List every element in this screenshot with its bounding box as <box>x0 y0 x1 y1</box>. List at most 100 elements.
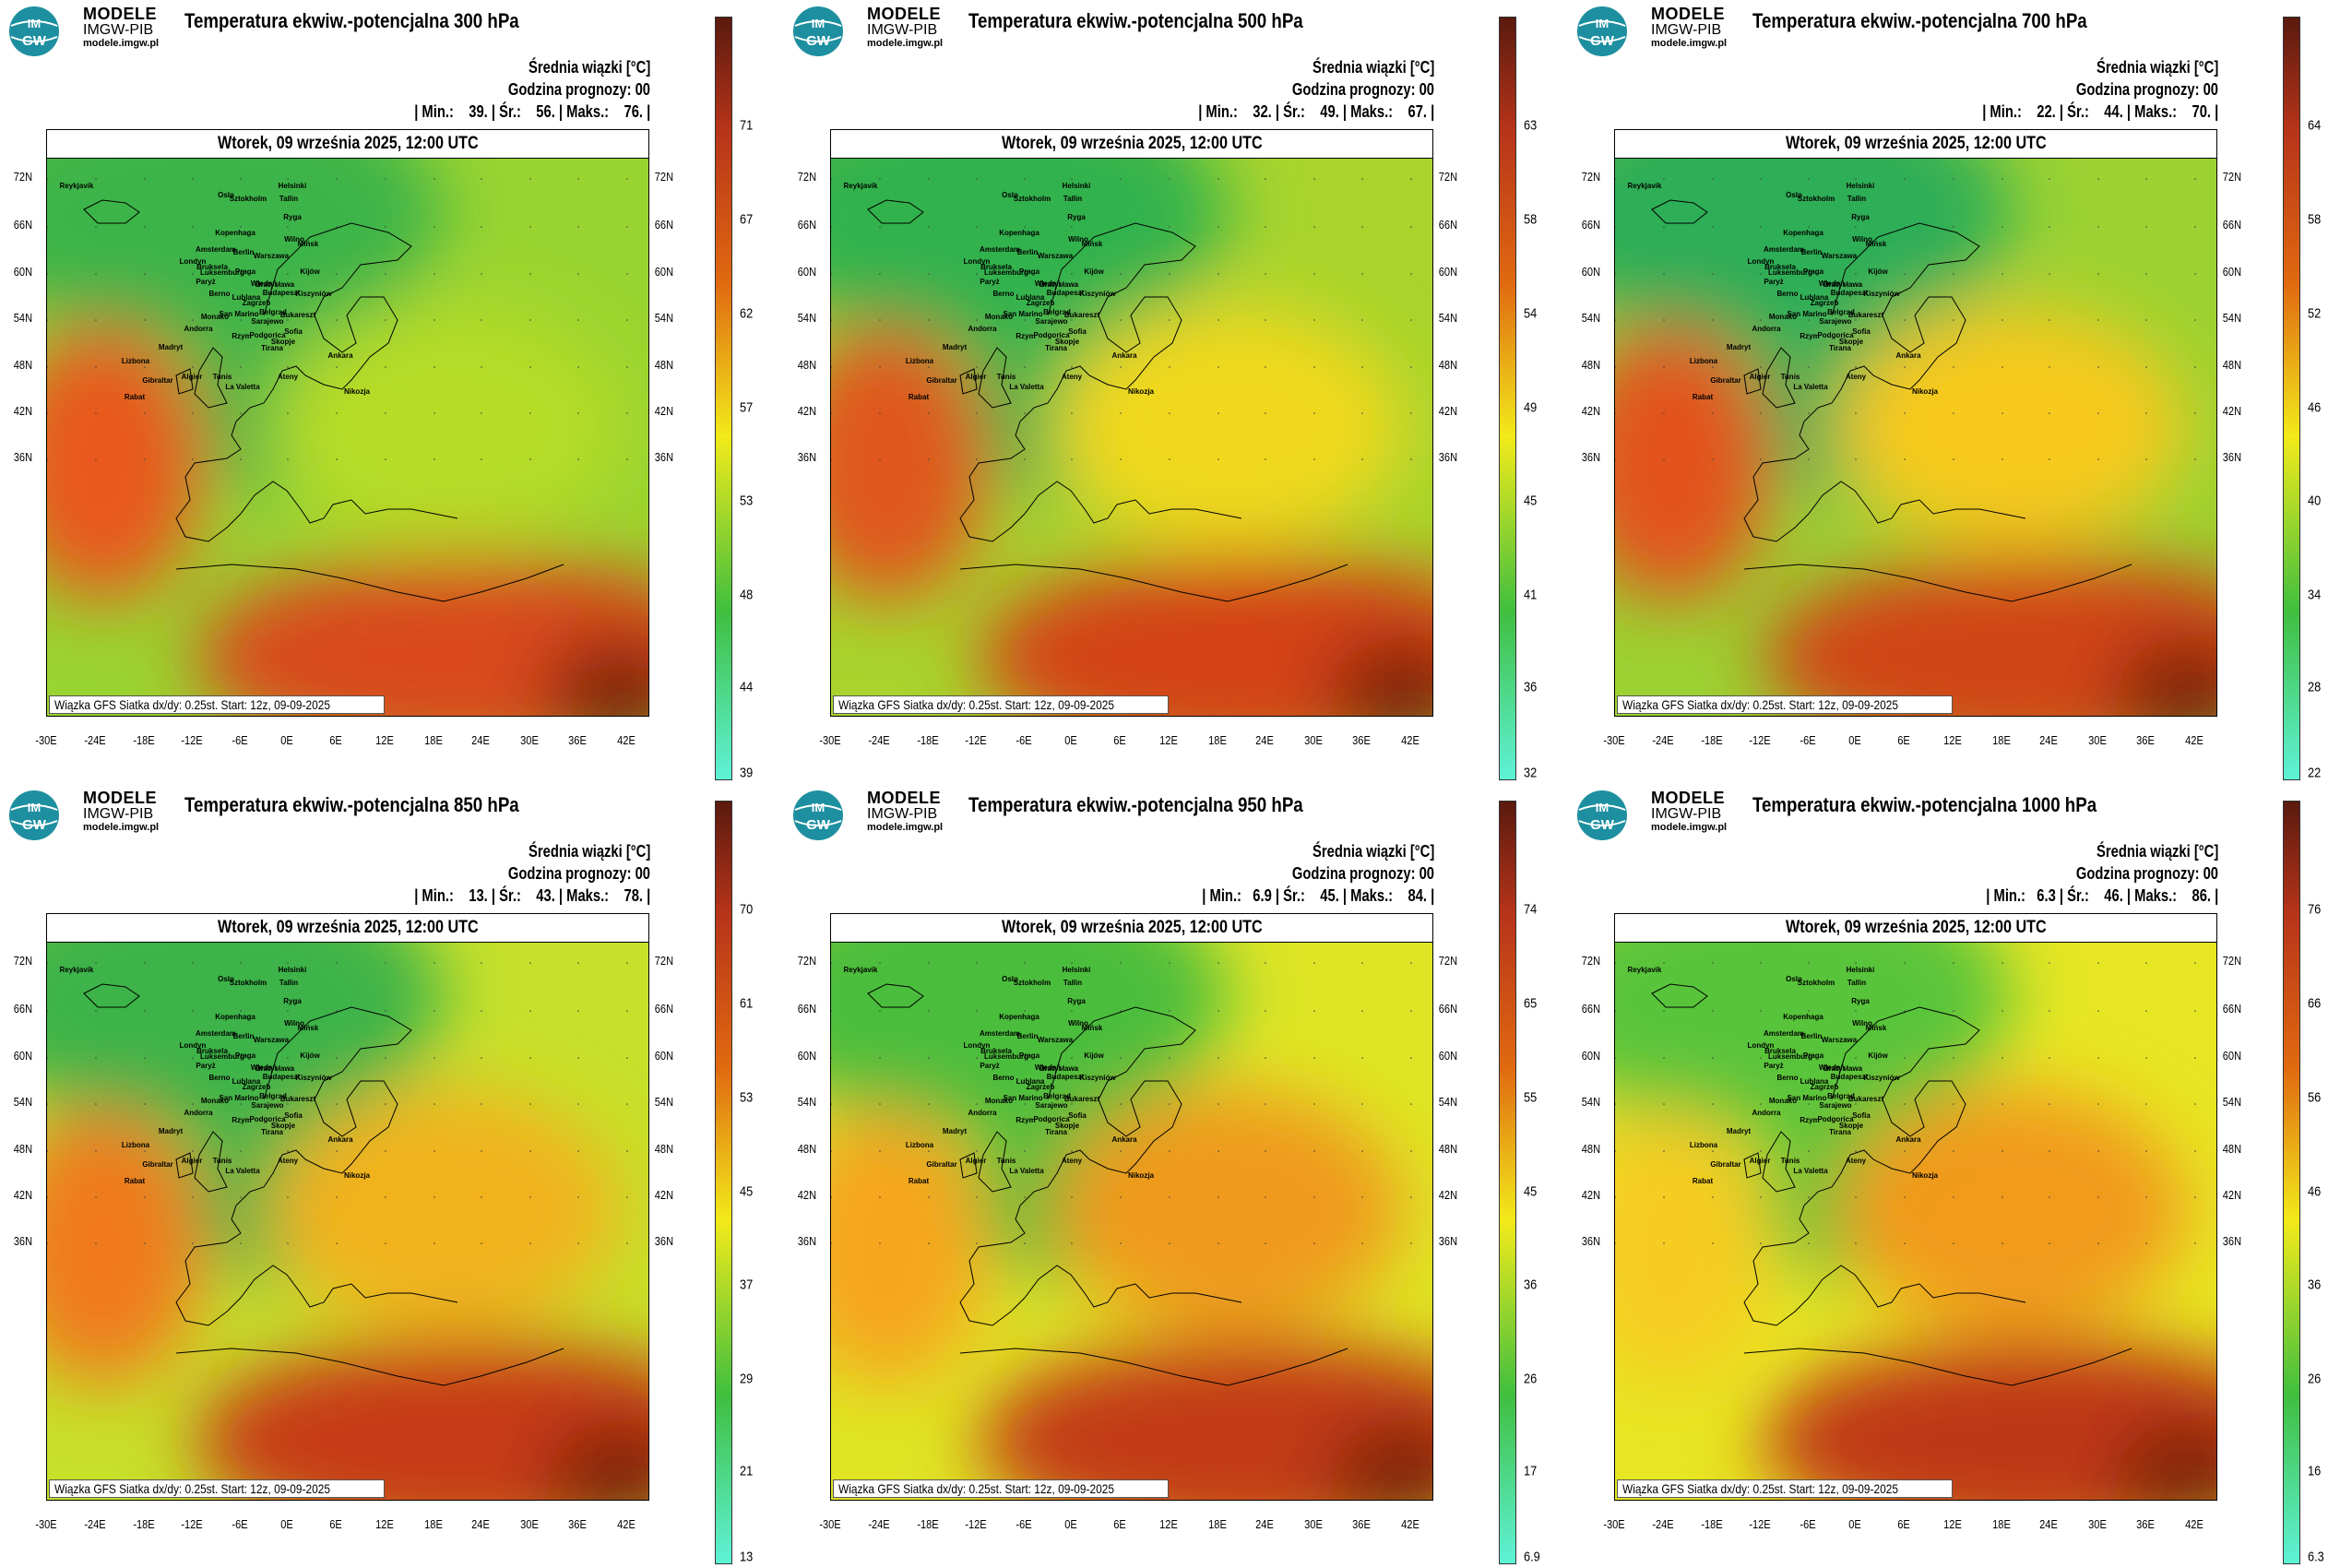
city-label: Skopje <box>1839 1122 1864 1130</box>
city-label: Ankara <box>1111 351 1137 360</box>
colorbar-tick: 53 <box>740 1089 754 1106</box>
city-label: Berno <box>992 1074 1014 1082</box>
city-label: Bratysława <box>255 280 295 289</box>
lat-label-left: 66N <box>797 218 817 232</box>
city-label: Lizbona <box>122 357 150 365</box>
brand-line1: MODELE <box>867 5 942 23</box>
date-text: Wtorek, 09 września 2025, 12:00 UTC <box>1001 918 1263 937</box>
city-label: Mińsk <box>298 1024 319 1032</box>
brand-line2: IMGW-PIB <box>1651 21 1722 38</box>
city-label: Zagrzeb <box>243 1083 271 1091</box>
city-label: Tallin <box>1847 195 1866 203</box>
city-label: Budapeszt <box>263 289 301 297</box>
city-label: Amsterdam <box>196 1029 236 1038</box>
lat-label-right: 36N <box>654 450 674 464</box>
city-label: Lublana <box>232 293 261 302</box>
colorbar-tick: 64 <box>2308 117 2322 134</box>
logo-text-bottom: GW <box>22 33 47 49</box>
map-frame: Wtorek, 09 września 2025, 12:00 UTC Oslo S… <box>1614 129 2217 717</box>
lon-label: 30E <box>520 733 539 747</box>
city-label: Podgorica <box>1033 331 1070 339</box>
city-label: Paryż <box>980 278 999 286</box>
legend-title: Średnia wiązki [°C] <box>528 842 650 861</box>
lon-label: -18E <box>133 733 155 747</box>
city-label: Bruksela <box>196 1047 228 1055</box>
lon-label: -6E <box>1800 733 1816 747</box>
iceland-outline <box>867 199 924 224</box>
city-label: Bratysława <box>1823 280 1863 289</box>
city-label: Amsterdam <box>1764 245 1804 254</box>
iceland-outline <box>83 983 140 1008</box>
city-label: Tunis <box>213 373 232 381</box>
lat-label-right: 60N <box>654 265 674 279</box>
africa-coast <box>959 1348 1348 1386</box>
lat-label-left: 66N <box>1581 1002 1601 1016</box>
city-label: Tirana <box>1829 1128 1851 1136</box>
field-blob-north <box>1615 159 2012 352</box>
field-blob-southeast <box>545 1422 648 1500</box>
city-label: Nikozja <box>1128 1171 1155 1180</box>
lat-label-right: 72N <box>1438 170 1458 184</box>
city-label: Kiszyniów <box>1863 290 1900 298</box>
city-label: Monako <box>985 1097 1013 1105</box>
lat-label-left: 48N <box>797 358 817 372</box>
brand-url: modele.imgw.pl <box>867 821 944 833</box>
city-label: Andorra <box>184 325 213 333</box>
colorbar-tick: 74 <box>1524 901 1538 918</box>
lat-label-left: 36N <box>797 1234 817 1248</box>
lat-label-right: 48N <box>654 358 674 372</box>
city-label: Kiszyniów <box>1863 1074 1900 1082</box>
city-label: Mińsk <box>1866 240 1887 248</box>
coastline <box>959 222 1242 542</box>
brand-url: modele.imgw.pl <box>1651 37 1728 49</box>
brand-line1: MODELE <box>1651 5 1726 23</box>
city-label: Wiedeń <box>251 279 277 288</box>
lon-label: -30E <box>1603 733 1625 747</box>
imgw-logo-icon: IM GW <box>9 790 59 840</box>
lat-label-right: 66N <box>1438 1002 1458 1016</box>
forecast-hour: Godzina prognozy: 00 <box>2075 864 2218 883</box>
brand-line1: MODELE <box>83 789 158 807</box>
colorbar-tick: 57 <box>740 399 754 416</box>
brand-line1: MODELE <box>83 5 158 23</box>
city-label: Kiszyniów <box>1079 290 1116 298</box>
city-label: San Marino <box>1787 1094 1826 1102</box>
field-blob-south <box>979 555 1432 716</box>
city-label: Bratysława <box>255 1064 295 1073</box>
ireland-outline <box>1743 1152 1762 1179</box>
lon-label: -12E <box>1749 733 1771 747</box>
lat-label-left: 66N <box>13 1002 33 1016</box>
lat-label-left: 60N <box>797 1049 817 1063</box>
field-blob-ocean <box>1615 325 1772 601</box>
logo-text-top: IM <box>28 801 41 814</box>
brand-block: MODELE IMGW-PIB modele.imgw.pl <box>1651 790 1727 833</box>
lat-label-left: 42N <box>13 404 33 418</box>
lat-label-left: 54N <box>797 311 817 325</box>
brand-block: MODELE IMGW-PIB modele.imgw.pl <box>83 6 159 49</box>
footer-text: Wiązka GFS Siatka dx/dy: 0.25st. Start: … <box>54 697 330 712</box>
legend-title: Średnia wiązki [°C] <box>1312 842 1434 861</box>
field-blob-central <box>268 306 619 546</box>
city-label: Belgrad <box>1827 1092 1855 1100</box>
lat-label-right: 72N <box>2222 170 2242 184</box>
city-label: Ankara <box>1895 1135 1921 1144</box>
africa-coast <box>1743 564 2132 602</box>
city-label: Berlin <box>1017 1032 1039 1040</box>
lat-label-right: 66N <box>2222 1002 2242 1016</box>
map-frame: Wtorek, 09 września 2025, 12:00 UTC Oslo S… <box>46 913 649 1501</box>
city-label: Reykjavik <box>844 182 878 190</box>
city-label: Ryga <box>283 997 302 1005</box>
colorbar-tick: 28 <box>2308 679 2322 695</box>
brand-block: MODELE IMGW-PIB modele.imgw.pl <box>867 6 943 49</box>
city-label: Wiedeń <box>1035 1063 1061 1072</box>
coastline <box>175 1006 458 1326</box>
colorbar-tick: 71 <box>740 117 754 134</box>
lon-label: -6E <box>1016 1517 1032 1531</box>
stats-line: | Min.: 22. | Śr.: 44. | Maks.: 70. | <box>1981 102 2218 121</box>
panel-title: Temperatura ekwiw.-potencjalna 700 hPa <box>1752 9 2087 32</box>
city-label: Bruksela <box>1764 263 1796 271</box>
lon-label: -12E <box>181 733 203 747</box>
lon-label: -6E <box>232 733 248 747</box>
brand-url: modele.imgw.pl <box>83 821 160 833</box>
city-label: Lublana <box>1016 293 1045 302</box>
